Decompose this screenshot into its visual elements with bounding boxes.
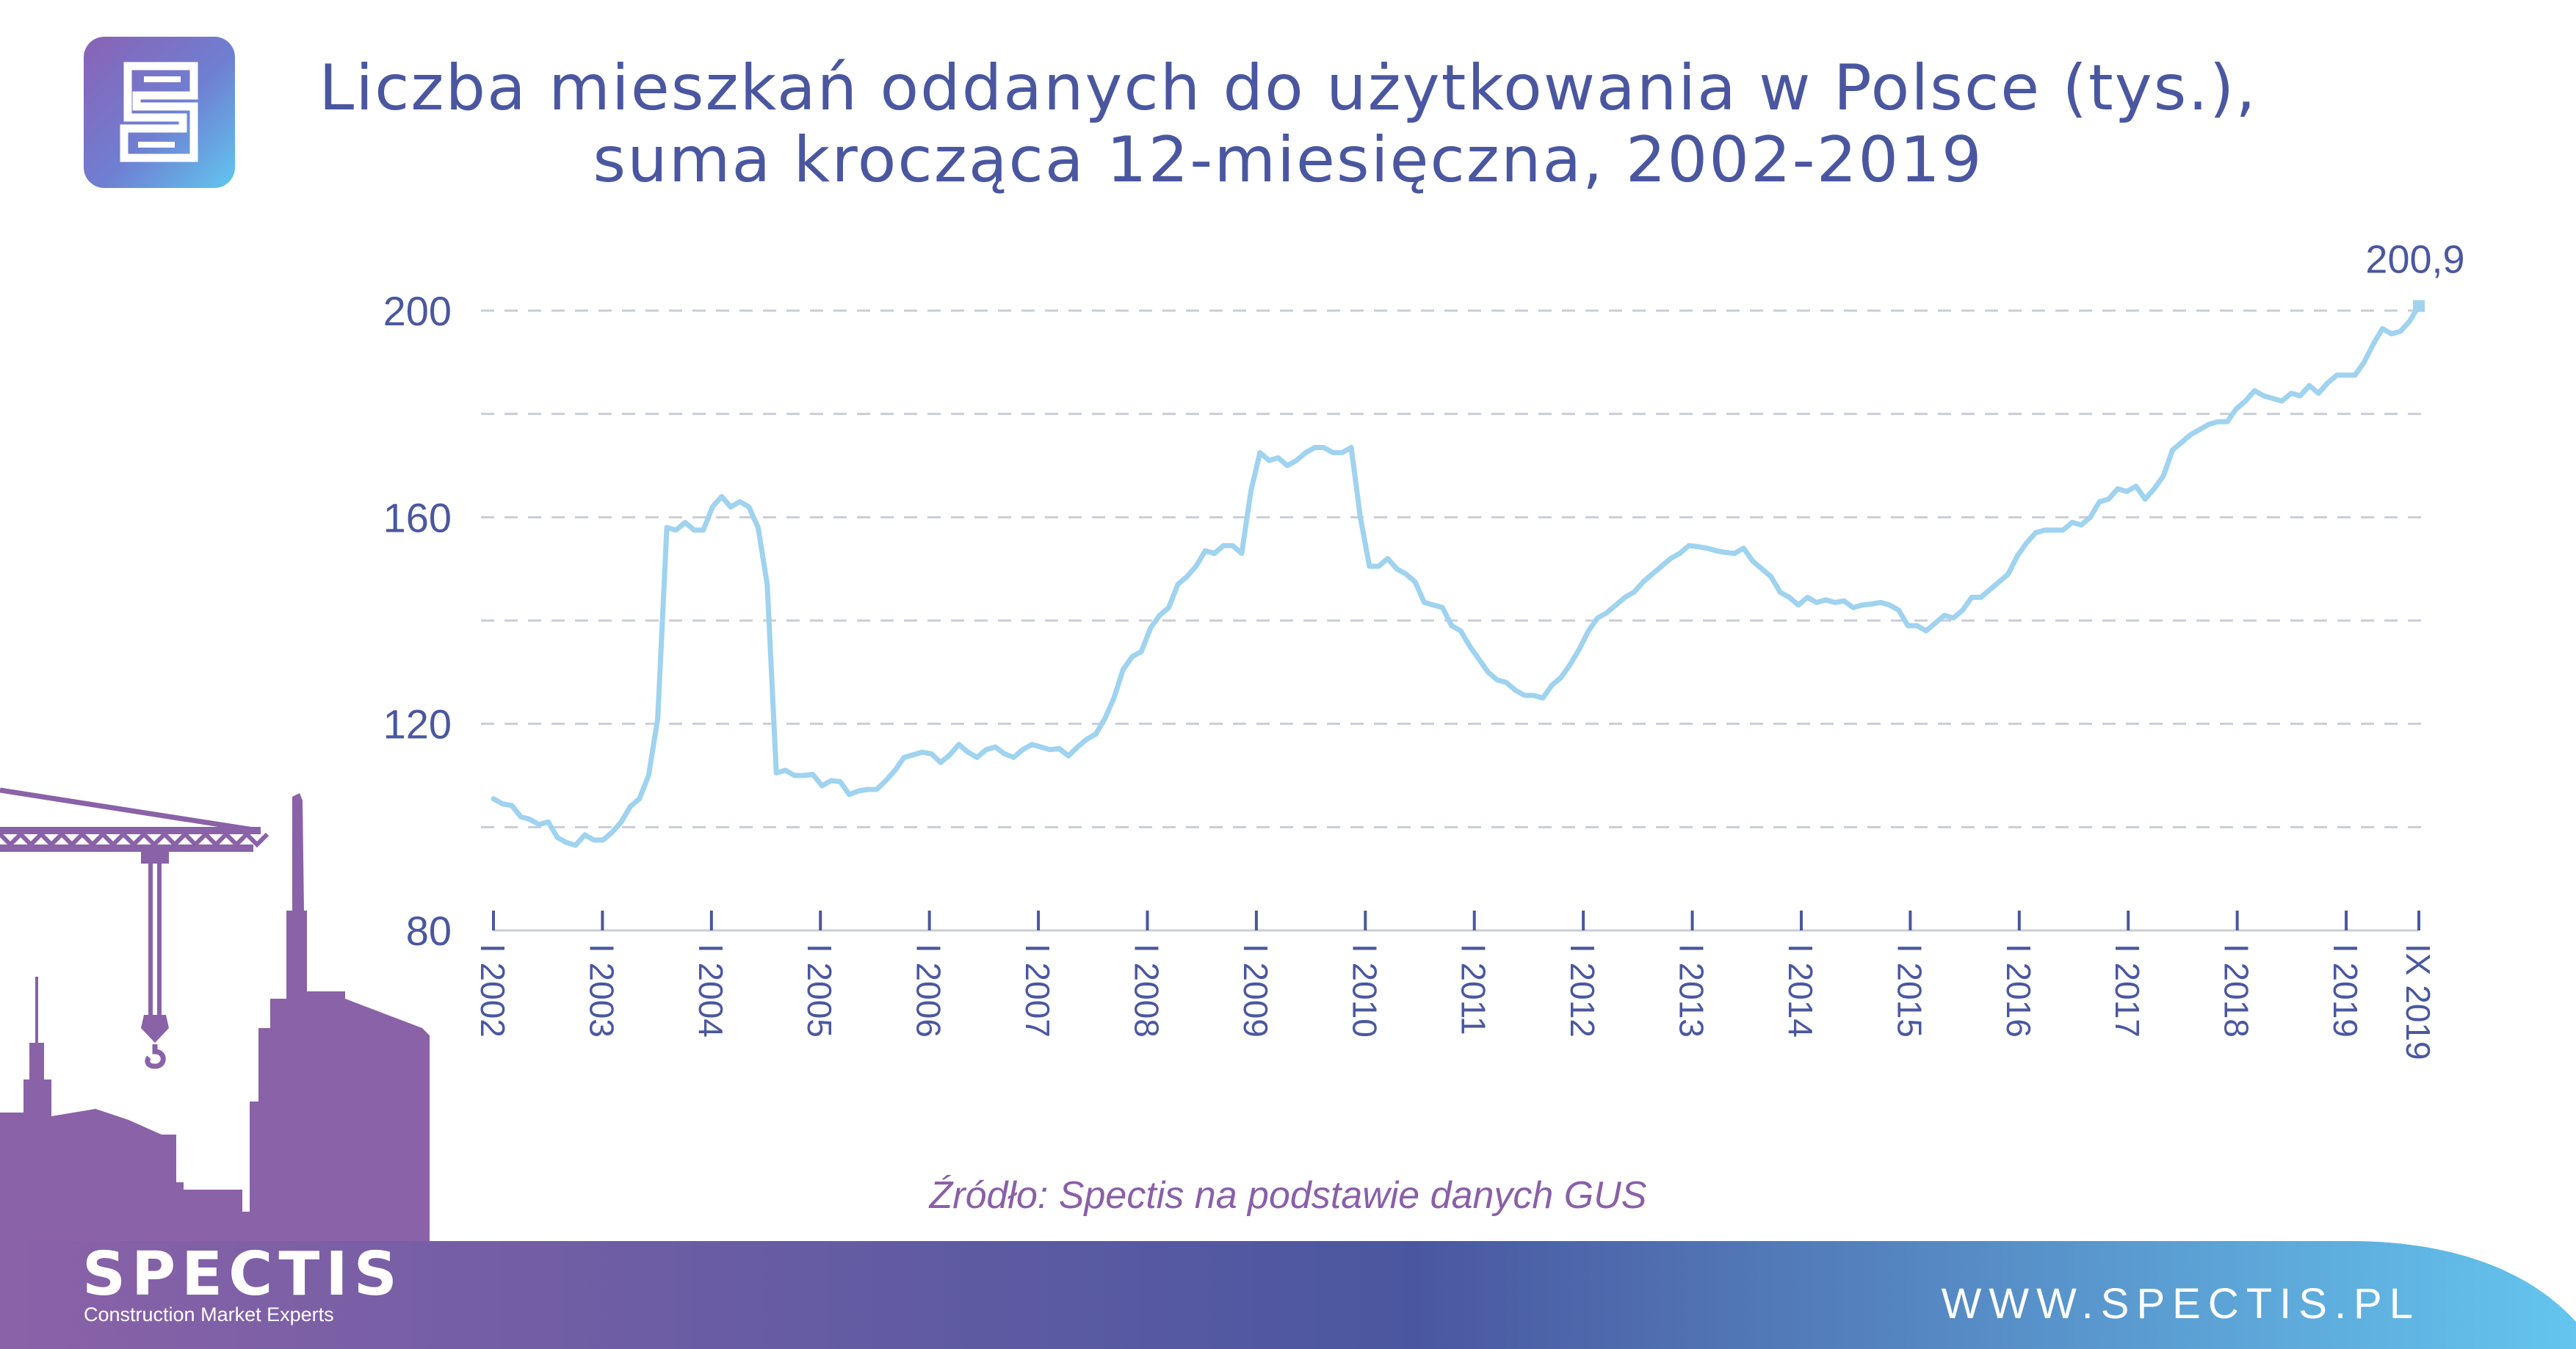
- y-tick-label: 160: [383, 494, 452, 540]
- x-tick-label: IX 2019: [2399, 944, 2437, 1060]
- x-tick-label: I 2003: [582, 944, 621, 1038]
- spectis-logo: [84, 37, 235, 188]
- y-tick-label: 120: [383, 701, 452, 748]
- end-marker: [2413, 300, 2425, 312]
- skyline-silhouette: [0, 787, 430, 1241]
- source-note: Źródło: Spectis na podstawie danych GUS: [929, 1174, 1647, 1217]
- y-tick-label: 80: [406, 908, 452, 954]
- y-axis: 80 120 160 200: [383, 288, 452, 954]
- crane-truss-segment: [224, 832, 249, 848]
- x-tick-label: I 2004: [692, 944, 730, 1038]
- brand-tagline: Construction Market Experts: [84, 1303, 334, 1326]
- x-tick-label: I 2013: [1673, 944, 1711, 1038]
- series-line: [491, 303, 2422, 848]
- x-tick-label: I 2014: [1781, 944, 1820, 1038]
- end-data-label: 200,9: [2365, 238, 2464, 282]
- bottom-banner: [0, 1241, 2576, 1349]
- grid-lines: [481, 309, 2423, 828]
- crane-truss-segment: [121, 832, 146, 848]
- crane-truss-segment: [80, 832, 105, 848]
- x-tick-label: I 2012: [1563, 944, 1602, 1038]
- chart-title-line-2: suma krocząca 12-miesięczna, 2002-2019: [593, 123, 1983, 197]
- crane-truss-segment: [59, 832, 84, 848]
- crane-truss-segment: [39, 832, 64, 848]
- crane: [0, 787, 269, 1069]
- crane-truss-segment: [162, 832, 187, 848]
- crane-truss-segment: [18, 832, 43, 848]
- y-tick-label: 200: [383, 288, 452, 334]
- chart-title-line-1: Liczba mieszkań oddanych do użytkowania …: [319, 51, 2257, 125]
- x-tick-label: I 2005: [800, 944, 839, 1038]
- x-tick-label: I 2007: [1019, 944, 1057, 1038]
- x-tick-label: I 2016: [2000, 944, 2038, 1038]
- x-tick-label: I 2015: [1890, 944, 1928, 1038]
- crane-truss-segment: [142, 832, 167, 848]
- logo-s-icon: [120, 62, 198, 162]
- x-tick-label: I 2017: [2108, 944, 2146, 1038]
- crane-truss-segment: [245, 832, 269, 848]
- x-tick-label: I 2009: [1237, 944, 1275, 1038]
- website-link[interactable]: WWW.SPECTIS.PL: [1941, 1280, 2420, 1328]
- x-tick-label: I 2006: [910, 944, 948, 1038]
- crane-truss-segment: [0, 832, 23, 848]
- x-tick-label: I 2010: [1345, 944, 1383, 1038]
- crane-truss-segment: [101, 832, 126, 848]
- crane-truss-segment: [183, 832, 208, 848]
- x-axis: I 2002 I 2003 I 2004 I 2005 I 2006 I 2007 I 20…: [474, 911, 2437, 1060]
- brand-name: SPECTIS: [82, 1240, 403, 1309]
- crane-truss-segment: [203, 832, 228, 848]
- x-tick-label: I 2011: [1455, 944, 1493, 1035]
- x-tick-label: I 2002: [474, 944, 512, 1038]
- x-tick-label: I 2008: [1127, 944, 1165, 1038]
- x-tick-label: I 2019: [2326, 944, 2365, 1038]
- x-tick-label: I 2018: [2218, 944, 2256, 1038]
